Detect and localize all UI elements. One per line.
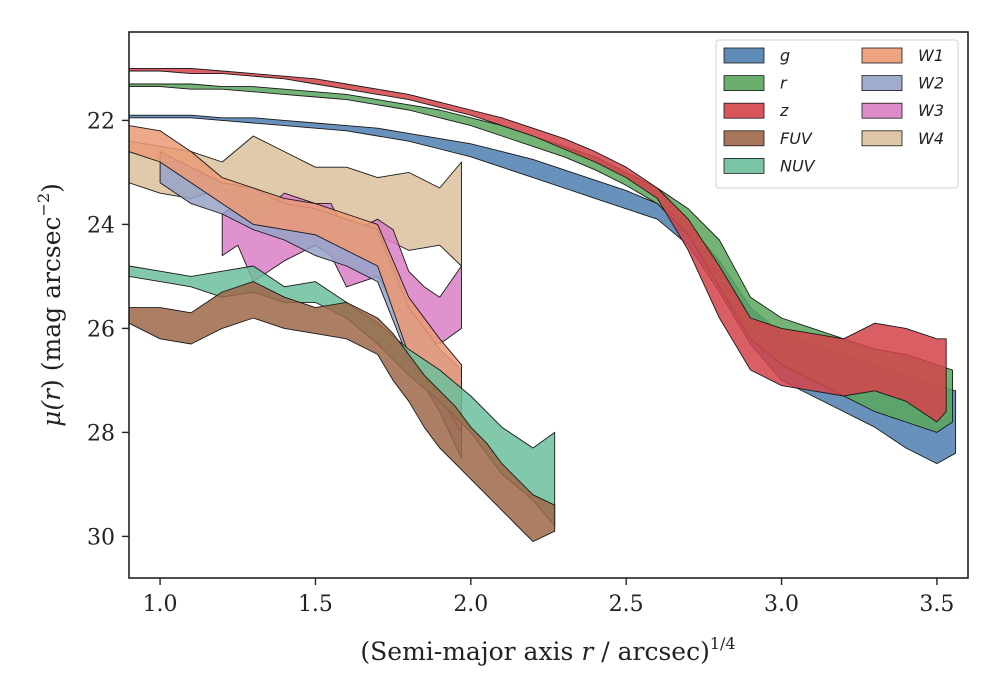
legend-label-r: r [780,74,788,93]
legend-label-w4: W4 [918,129,944,148]
legend-swatch-nuv [723,157,765,174]
legend-swatch-w2 [861,75,903,91]
legend-label-nuv: NUV [780,156,816,175]
x-axis: 1.0 1.5 2.0 2.5 3.0 3.5 [143,578,954,617]
x-tick-label: 2.5 [609,592,644,617]
x-tick-label: 3.5 [919,592,954,617]
y-tick-label: 24 [87,213,115,238]
band-g [129,114,957,465]
legend-label-w2: W2 [918,74,944,93]
x-tick-label: 1.5 [298,592,333,617]
legend-swatch-w3 [861,102,903,119]
legend-label-fuv: FUV [780,129,813,148]
legend-label-w3: W3 [918,101,944,120]
legend-swatch-r [723,75,765,91]
y-tick-label: 22 [87,109,115,134]
x-tick-label: 1.0 [143,592,178,617]
band-r [129,83,953,433]
band-z [129,67,947,423]
legend: grz FUV NUV W1 W2 W3 W4 [715,39,959,189]
legend-swatch-fuv [723,130,765,147]
x-axis-label: (Semi-major axis r / arcsec)1/4 [360,634,735,666]
x-tick-label: 2.0 [453,592,488,617]
plot-frame [128,31,969,579]
legend-swatch-w1 [861,47,903,64]
legend-swatch-w4 [861,130,903,147]
legend-label-z: z [779,101,789,120]
series-layer [129,67,957,543]
legend-swatch-g [723,47,765,64]
y-axis-label: μ(r) (mag arcsec−2) [34,183,66,427]
legend-label-w1: W1 [918,46,944,65]
y-tick-label: 30 [87,525,115,550]
y-axis: 22 24 26 28 30 [87,109,129,550]
y-tick-label: 28 [87,421,115,446]
y-tick-label: 26 [87,317,115,342]
legend-swatch-z [723,102,765,119]
legend-label-g: g [780,46,790,65]
x-tick-label: 3.0 [764,592,799,617]
band-fuv [129,281,556,543]
